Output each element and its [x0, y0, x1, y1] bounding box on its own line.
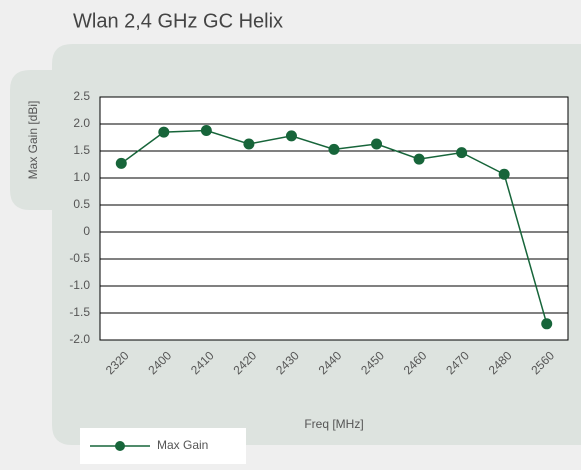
data-point — [158, 126, 170, 138]
data-point — [541, 318, 553, 330]
y-axis-label: Max Gain [dBi] — [26, 101, 40, 180]
y-tick-label: 1.0 — [73, 170, 90, 184]
chart-title: Wlan 2,4 GHz GC Helix — [73, 10, 283, 32]
y-tick-label: 0.5 — [73, 197, 90, 211]
y-tick-label: 1.5 — [73, 143, 90, 157]
y-tick-label: 0 — [83, 224, 90, 238]
y-tick-label: -1.5 — [69, 305, 90, 319]
data-point — [115, 157, 127, 169]
label-tab — [10, 70, 60, 210]
data-point — [456, 147, 468, 159]
y-tick-label: -2.0 — [69, 332, 90, 346]
plot-area — [100, 97, 568, 340]
data-point — [371, 138, 383, 150]
y-tick-label: 2.5 — [73, 89, 90, 103]
y-tick-label: 2.0 — [73, 116, 90, 130]
data-point — [328, 143, 340, 155]
legend-dot — [115, 441, 125, 451]
data-point — [243, 138, 255, 150]
data-point — [413, 153, 425, 165]
x-axis-label: Freq [MHz] — [304, 417, 363, 431]
legend-label: Max Gain — [157, 438, 208, 452]
data-point — [498, 168, 510, 180]
y-tick-label: -0.5 — [69, 251, 90, 265]
data-point — [200, 124, 212, 136]
data-point — [285, 130, 297, 142]
y-tick-label: -1.0 — [69, 278, 90, 292]
plot-border — [99, 96, 569, 341]
